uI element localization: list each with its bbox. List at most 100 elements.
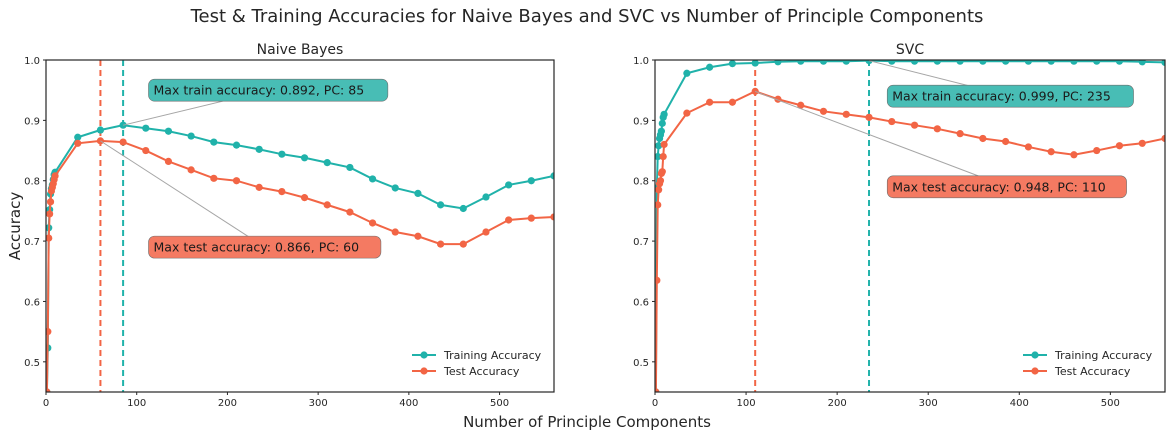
x-tick-label: 100 bbox=[737, 398, 756, 409]
y-tick-label: 0.9 bbox=[24, 116, 40, 127]
x-tick-label: 0 bbox=[652, 398, 658, 409]
legend-entry: Test Accuracy bbox=[1054, 365, 1131, 378]
x-tick-label: 200 bbox=[828, 398, 847, 409]
test-accuracy-point bbox=[51, 172, 59, 180]
test-accuracy-point bbox=[1024, 143, 1032, 151]
train-accuracy-point bbox=[888, 60, 896, 65]
test-accuracy-point bbox=[658, 168, 666, 176]
train-accuracy-point bbox=[728, 60, 737, 68]
train-accuracy-point bbox=[210, 138, 218, 146]
train-accuracy-point bbox=[142, 124, 150, 132]
train-accuracy-point bbox=[1047, 60, 1055, 65]
y-tick-label: 1.0 bbox=[24, 56, 40, 67]
annotation-text: Max train accuracy: 0.999, PC: 235 bbox=[892, 89, 1111, 104]
train-accuracy-point bbox=[658, 119, 666, 127]
test-accuracy-point bbox=[46, 198, 55, 206]
y-tick-label: 0.7 bbox=[24, 237, 40, 248]
train-accuracy-point bbox=[842, 60, 850, 65]
y-tick-label: 0.5 bbox=[24, 358, 40, 369]
y-tick-label: 0.6 bbox=[24, 297, 40, 308]
train-accuracy-point bbox=[910, 60, 919, 65]
test-accuracy-point bbox=[956, 130, 964, 138]
x-axis-label: Number of Principle Components bbox=[463, 413, 711, 431]
test-accuracy-point bbox=[187, 166, 195, 174]
y-axis-label: Accuracy bbox=[6, 192, 24, 261]
y-tick-label: 1.0 bbox=[633, 56, 649, 67]
train-accuracy-point bbox=[657, 127, 665, 135]
y-tick-label: 0.8 bbox=[24, 177, 40, 188]
train-accuracy-point bbox=[187, 132, 195, 140]
test-accuracy-point bbox=[437, 240, 445, 248]
train-accuracy-point bbox=[1093, 60, 1101, 65]
train-accuracy-point bbox=[933, 60, 941, 65]
train-accuracy-point bbox=[505, 181, 513, 189]
plot-area bbox=[46, 60, 554, 392]
x-tick-label: 400 bbox=[1010, 398, 1029, 409]
test-accuracy-point bbox=[1138, 139, 1146, 147]
train-accuracy-point bbox=[660, 110, 668, 118]
train-accuracy-point bbox=[323, 159, 331, 167]
legend-entry: Training Accuracy bbox=[443, 349, 542, 362]
annotation-box bbox=[148, 78, 389, 102]
test-accuracy-point bbox=[346, 208, 354, 216]
train-accuracy-point bbox=[1138, 60, 1146, 66]
test-accuracy-point bbox=[550, 213, 554, 221]
y-tick-label: 0.5 bbox=[633, 358, 649, 369]
test-accuracy-point bbox=[656, 177, 665, 185]
legend-entry: Test Accuracy bbox=[443, 365, 520, 378]
test-accuracy-point bbox=[842, 110, 850, 118]
train-accuracy-point bbox=[751, 60, 759, 67]
test-accuracy-point bbox=[232, 177, 241, 185]
test-accuracy-point bbox=[933, 125, 941, 133]
test-accuracy-point bbox=[659, 152, 667, 161]
train-accuracy-line bbox=[655, 60, 1165, 392]
annotation-box bbox=[148, 235, 382, 259]
test-accuracy-point bbox=[888, 117, 896, 126]
plot-area bbox=[655, 60, 1165, 392]
test-accuracy-point bbox=[979, 134, 987, 143]
svc-panel: SVC 0 100 200 300 400 500 0.5 0.6 0.7 0.8 0.9 1.0 Max… bbox=[633, 42, 1166, 409]
x-tick-label: 500 bbox=[1101, 398, 1120, 409]
test-accuracy-point bbox=[414, 232, 422, 240]
train-accuracy-point bbox=[774, 60, 782, 66]
train-accuracy-point bbox=[550, 172, 554, 180]
y-tick-label: 0.6 bbox=[633, 297, 649, 308]
x-tick-label: 500 bbox=[490, 398, 509, 409]
train-accuracy-point bbox=[655, 152, 662, 161]
naive-bayes-panel: Naive Bayes 0 100 200 300 400 500 0.5 0.6 0.7 0.8 0… bbox=[24, 42, 555, 409]
test-accuracy-point bbox=[323, 201, 331, 209]
train-accuracy-point bbox=[278, 150, 286, 158]
annotation-text: Max test accuracy: 0.948, PC: 110 bbox=[892, 179, 1106, 194]
train-accuracy-point bbox=[300, 154, 309, 162]
test-accuracy-point bbox=[1002, 137, 1010, 146]
test-accuracy-point bbox=[819, 107, 828, 115]
x-tick-label: 400 bbox=[399, 398, 418, 409]
test-accuracy-point bbox=[255, 183, 263, 191]
subplot-title: Naive Bayes bbox=[257, 42, 344, 58]
x-tick-label: 300 bbox=[309, 398, 328, 409]
test-accuracy-point bbox=[278, 187, 286, 196]
x-tick-label: 100 bbox=[127, 398, 146, 409]
test-accuracy-point bbox=[655, 276, 661, 284]
legend-swatch-marker bbox=[420, 351, 428, 359]
train-accuracy-point bbox=[979, 60, 987, 65]
train-accuracy-point bbox=[232, 141, 241, 149]
test-accuracy-point bbox=[142, 146, 150, 155]
test-accuracy-point bbox=[706, 98, 714, 106]
train-accuracy-point bbox=[1002, 60, 1010, 65]
test-accuracy-point bbox=[210, 174, 218, 182]
legend-swatch-marker bbox=[420, 367, 428, 375]
test-accuracy-point bbox=[660, 140, 668, 149]
test-accuracy-point bbox=[655, 388, 660, 392]
train-accuracy-point bbox=[346, 163, 354, 172]
y-tick-label: 0.8 bbox=[633, 177, 649, 188]
test-accuracy-point bbox=[1047, 148, 1055, 156]
train-accuracy-point bbox=[1161, 60, 1165, 67]
train-accuracy-point bbox=[96, 126, 105, 134]
train-accuracy-point bbox=[437, 201, 445, 209]
subplot-title: SVC bbox=[896, 42, 924, 58]
train-accuracy-point bbox=[74, 133, 82, 141]
train-accuracy-point bbox=[1070, 60, 1078, 65]
test-accuracy-point bbox=[1115, 142, 1124, 150]
x-tick-label: 300 bbox=[919, 398, 938, 409]
